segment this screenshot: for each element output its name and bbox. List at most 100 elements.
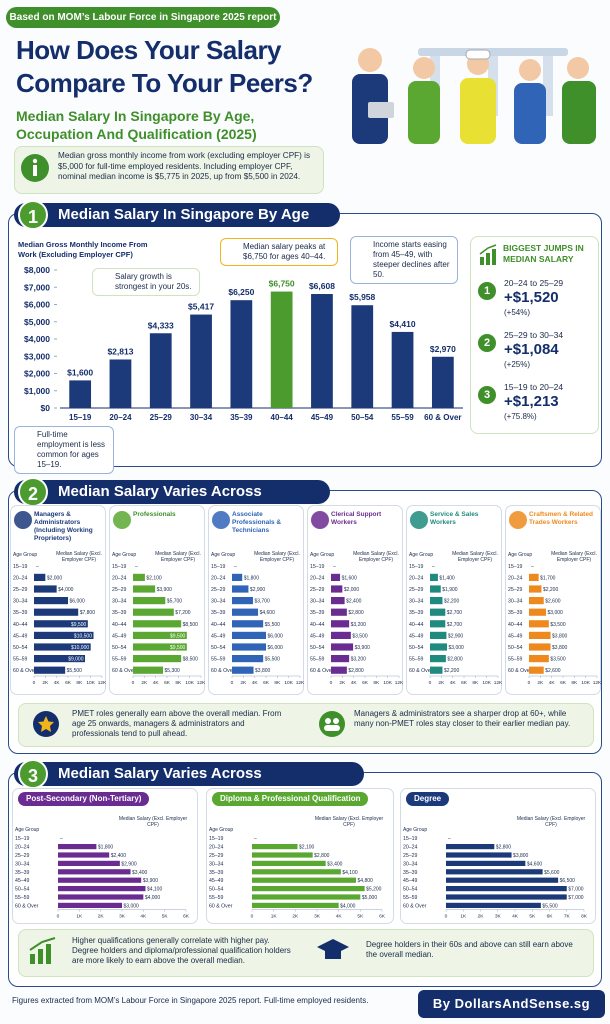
y-tick-label: 20–24 (409, 575, 424, 581)
y-tick-label: 60 & Over (508, 668, 532, 674)
x-tick-label: 8K (76, 680, 83, 686)
jump-percent: (+75.8%) (504, 412, 537, 421)
bar (232, 585, 249, 593)
x-tick-label: 6K (183, 914, 190, 920)
section-title: Median Salary In Singapore By Age Group (58, 206, 310, 247)
bar (270, 291, 293, 408)
bar (529, 620, 549, 628)
y-tick-label: 15–19 (209, 836, 224, 842)
y-tick-label: 30–34 (112, 599, 127, 605)
y-tick-label: 50–54 (508, 645, 523, 651)
y-tick-label: 60 & Over (15, 903, 39, 909)
x-tick-label: 6K (164, 680, 171, 686)
bar (252, 869, 341, 875)
y-tick-label: 55–59 (13, 657, 28, 663)
bar (58, 869, 131, 875)
bar (529, 585, 542, 593)
section-header: 1 Median Salary In Singapore By Age Group (14, 200, 340, 247)
y-tick-label: 15–19 (508, 564, 523, 570)
value-label: $4,100 (342, 870, 358, 876)
y-tick-label: 45–49 (112, 633, 127, 639)
panel-icon (14, 511, 32, 529)
x-tick-label: 4K (54, 680, 61, 686)
x-tick-label: 3K (314, 914, 321, 920)
bar (232, 597, 253, 605)
category-header: Age Group (15, 827, 39, 833)
value-label: $3,800 (255, 668, 271, 674)
bar (34, 655, 85, 663)
bar (232, 666, 254, 674)
jump-percent: (+54%) (504, 308, 531, 317)
value-label: $4,800 (358, 878, 374, 884)
panel-chart: Age Group 0 1K 2K 3K 4K 5K 6K 7K 8K 15–19 – 20–24 $2,… (403, 827, 588, 920)
y-tick-label: 45–49 (310, 633, 325, 639)
x-tick-label: 5K (529, 914, 536, 920)
x-tick-label: 8K (472, 680, 479, 686)
value-label: $2,900 (121, 861, 137, 867)
bar (446, 843, 495, 850)
note-text: PMET roles generally earn above the over… (72, 709, 282, 738)
x-tick-label: 12K (296, 680, 304, 686)
annotation: Salary growth is strongest in your 20s. (92, 268, 200, 296)
y-tick-label: 15–19 (112, 564, 127, 570)
x-tick-label: 10K (284, 680, 293, 686)
y-tick-label: $0 (41, 403, 51, 413)
y-tick-label: 35–39 (403, 870, 418, 876)
bar (430, 585, 441, 593)
x-tick-label: 0 (57, 914, 60, 920)
bar (529, 643, 551, 651)
value-label: $3,900 (143, 878, 159, 884)
panel-chart: Age Group 0 2K 4K 6K 8K 10K 12K 15–19 – 20–24 $1,70… (508, 552, 601, 686)
bar (252, 843, 298, 850)
x-tick-label: 4K (153, 680, 160, 686)
panel-bg (505, 505, 601, 695)
bar (529, 666, 544, 674)
value-label: $8,500 (183, 622, 199, 628)
x-tick-label: 8K (274, 680, 281, 686)
y-tick-label: 30–34 (211, 599, 226, 605)
x-tick-label: 6K (461, 680, 468, 686)
value-label: $3,900 (157, 587, 173, 593)
y-tick-label: 40–44 (310, 622, 325, 628)
bar (431, 356, 454, 408)
value-label: $3,500 (550, 622, 566, 628)
panel-title: Diploma & Professional Qualification (212, 792, 369, 806)
bar (331, 666, 347, 674)
value-label: $1,900 (442, 587, 458, 593)
panel-icon (113, 511, 131, 529)
panel-bg (307, 505, 403, 695)
y-tick-label: 60 & Over (209, 903, 233, 909)
bar (34, 620, 88, 628)
rank-badge: 1 (478, 282, 496, 300)
bar (133, 631, 187, 639)
bar (529, 631, 551, 639)
y-tick-label: $1,000 (24, 386, 50, 396)
rank-badge: 3 (478, 386, 496, 404)
value-label: – (432, 564, 435, 570)
value-label: $3,500 (550, 657, 566, 663)
y-tick-label: 55–59 (310, 657, 325, 663)
value-label: $3,700 (254, 599, 270, 605)
value-label: $3,400 (132, 870, 148, 876)
x-tick-label: 15–19 (69, 413, 92, 422)
value-label: $2,700 (447, 610, 463, 616)
bar (331, 608, 347, 616)
value-label: $2,800 (496, 845, 512, 851)
bar (133, 608, 174, 616)
panel-icon (509, 511, 527, 529)
value-label: $2,100 (299, 845, 315, 851)
bar (529, 597, 544, 605)
rank-badge: 2 (478, 334, 496, 352)
x-tick-label: 1K (76, 914, 83, 920)
y-tick-label: 15–19 (13, 564, 28, 570)
y-tick-label: 35–39 (112, 610, 127, 616)
value-header: Median Salary (Excl. Employer CPF) (56, 551, 102, 563)
notes-box (18, 929, 594, 977)
x-tick-label: 2K (98, 914, 105, 920)
value-label: $2,900 (250, 587, 266, 593)
y-tick-label: 30–34 (13, 599, 28, 605)
x-tick-label: 8K (581, 914, 588, 920)
bar (58, 885, 146, 892)
value-label: $6,000 (70, 599, 86, 605)
y-tick-label: 25–29 (15, 853, 30, 859)
